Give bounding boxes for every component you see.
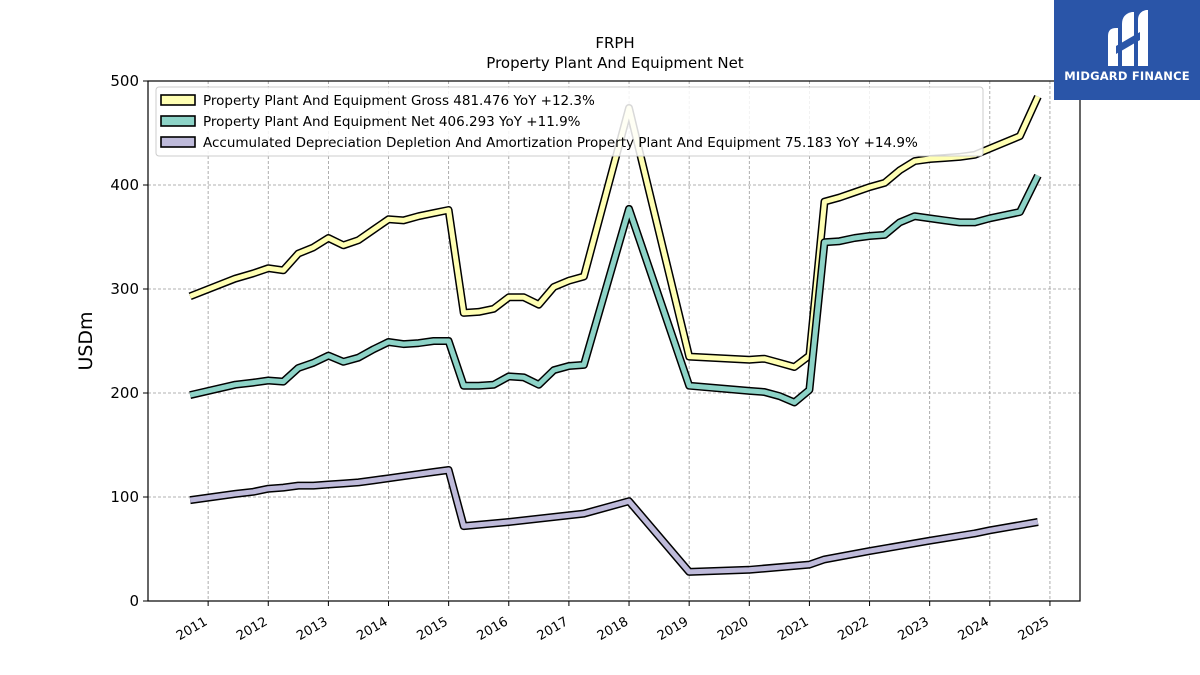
legend-label: Property Plant And Equipment Net 406.293… [203,114,581,130]
chart-subtitle: Property Plant And Equipment Net [486,54,743,72]
series-line [189,174,1041,405]
x-tick-label: 2019 [655,614,691,644]
x-tick-label: 2020 [715,614,751,644]
x-tick-label: 2017 [535,614,571,644]
y-axis-label: USDm [75,311,97,370]
logo-text: MIDGARD FINANCE [1064,69,1190,83]
legend-swatch [160,94,196,106]
y-tick-label: 500 [110,72,139,90]
midgard-logo-icon [1108,10,1148,66]
plot-frame [147,80,1081,602]
y-tick-label: 100 [110,488,139,506]
x-tick-label: 2025 [1016,614,1052,644]
x-tick-label: 2014 [354,614,390,644]
y-tick-label: 0 [129,592,139,610]
legend-label: Property Plant And Equipment Gross 481.4… [203,93,595,109]
y-tick-label: 400 [110,176,139,194]
axis-ticks: 0 100 200 300 400 500 2011 2012 2013 2014 2015 2016… [110,72,1052,644]
legend-box [155,86,984,157]
legend-swatch [160,136,196,148]
legend: Property Plant And Equipment Gross 481.4… [155,86,984,157]
x-tick-label: 2024 [956,614,992,644]
chart-title: FRPH [595,34,634,52]
x-tick-label: 2023 [896,614,932,644]
x-tick-label: 2012 [234,614,270,644]
x-tick-label: 2015 [414,614,450,644]
y-tick-label: 200 [110,384,139,402]
x-tick-label: 2022 [835,614,871,644]
x-tick-label: 2018 [595,614,631,644]
series-line [189,467,1039,575]
legend-swatch [160,115,196,127]
x-tick-label: 2011 [174,614,210,644]
legend-label: Accumulated Depreciation Depletion And A… [203,135,918,151]
x-tick-label: 2021 [775,614,811,644]
series-lines [188,94,1042,576]
y-tick-label: 300 [110,280,139,298]
x-tick-label: 2013 [294,614,330,644]
midgard-finance-logo: MIDGARD FINANCE [1054,0,1200,100]
series-line [189,95,1041,370]
x-tick-label: 2016 [475,614,511,644]
